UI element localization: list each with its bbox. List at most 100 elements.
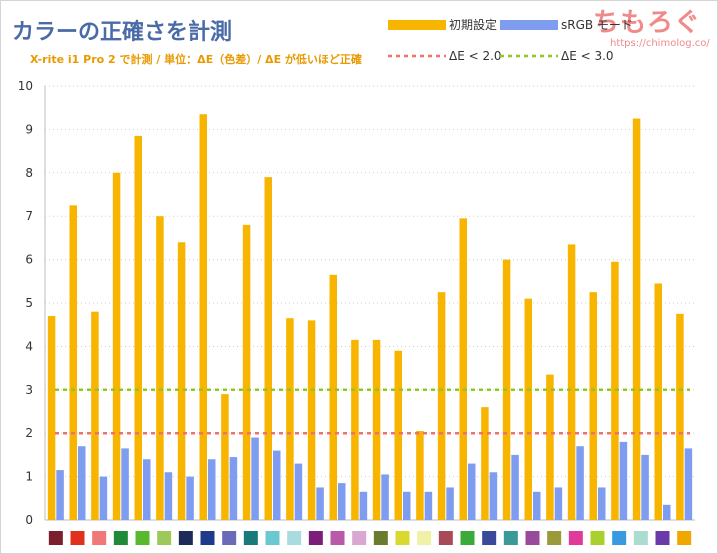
color-swatch: [503, 531, 518, 545]
page-subtitle: X-rite i1 Pro 2 で計測 / 単位：ΔE（色差）/ ΔE が低いほ…: [30, 53, 362, 66]
color-swatch: [395, 531, 410, 545]
color-swatch: [590, 531, 605, 545]
color-swatch: [178, 531, 193, 545]
bar-default: [589, 292, 597, 520]
color-swatch: [113, 531, 128, 545]
color-swatch: [243, 531, 258, 545]
bar-default: [69, 205, 77, 520]
bar-srgb: [316, 487, 324, 520]
color-swatch: [287, 531, 302, 545]
bar-srgb: [684, 448, 693, 520]
bar-srgb: [121, 448, 129, 520]
y-tick-label: 9: [25, 122, 33, 136]
bar-srgb: [598, 487, 606, 520]
bar-srgb: [403, 491, 411, 520]
color-swatch: [655, 531, 670, 545]
color-swatch: [633, 531, 648, 545]
bar-default: [47, 316, 56, 520]
color-swatch: [373, 531, 388, 545]
bar-default: [372, 339, 381, 520]
legend-swatch-srgb: [500, 20, 558, 30]
bar-default: [654, 283, 662, 520]
color-swatch: [547, 531, 562, 545]
bar-default: [567, 244, 576, 520]
bar-srgb: [533, 491, 541, 520]
bar-default: [177, 242, 186, 521]
legend-swatch-default: [388, 20, 446, 30]
brand-logo: ちもろぐ: [593, 8, 702, 38]
bar-srgb: [576, 446, 584, 520]
color-swatch: [70, 531, 85, 545]
legend-label-srgb: sRGB モード: [561, 18, 633, 32]
bar-srgb: [359, 491, 368, 520]
color-swatch: [222, 531, 237, 545]
color-swatch: [460, 531, 475, 545]
bar-srgb: [56, 470, 64, 520]
bar-srgb: [186, 476, 194, 520]
color-swatch: [200, 531, 215, 545]
bar-srgb: [489, 472, 498, 520]
bar-srgb: [619, 441, 628, 520]
color-swatch: [482, 531, 497, 545]
bar-srgb: [468, 463, 476, 520]
bar-default: [481, 407, 489, 520]
color-swatch: [157, 531, 172, 545]
bar-default: [264, 177, 272, 520]
color-swatch: [265, 531, 280, 545]
bar-srgb: [641, 454, 649, 520]
brand-url: https://chimolog.co/: [610, 38, 710, 49]
color-swatch: [352, 531, 367, 545]
bar-default: [329, 274, 337, 520]
color-swatch: [308, 531, 323, 545]
bar-srgb: [208, 459, 216, 520]
bar-default: [394, 350, 402, 520]
bar-default: [307, 320, 316, 520]
bar-default: [134, 135, 142, 520]
bar-srgb: [273, 450, 281, 520]
y-tick-label: 3: [25, 383, 33, 397]
y-tick-label: 8: [25, 166, 33, 180]
bar-srgb: [424, 491, 433, 520]
bar-default: [437, 292, 446, 520]
bar-default: [199, 114, 207, 521]
color-swatch: [438, 531, 453, 545]
bar-srgb: [99, 476, 108, 520]
page-title: カラーの正確さを計測: [12, 20, 233, 45]
bar-srgb: [251, 437, 259, 520]
bar-default: [546, 374, 554, 520]
color-swatch: [677, 531, 692, 545]
bar-srgb: [338, 483, 346, 520]
color-swatch: [135, 531, 150, 545]
bar-srgb: [554, 487, 563, 520]
legend-label-de2: ΔE < 2.0: [449, 49, 502, 63]
y-tick-label: 5: [25, 296, 33, 310]
color-swatch: [612, 531, 627, 545]
y-tick-label: 0: [25, 513, 33, 527]
y-tick-label: 10: [18, 79, 33, 93]
bar-srgb: [446, 487, 454, 520]
bar-default: [112, 172, 121, 521]
bar-srgb: [229, 457, 238, 520]
color-swatch: [330, 531, 345, 545]
bar-default: [611, 261, 619, 520]
bar-default: [286, 318, 294, 520]
bar-default: [416, 431, 424, 520]
color-swatch: [568, 531, 583, 545]
bar-srgb: [164, 472, 173, 520]
legend-label-default: 初期設定: [449, 17, 497, 32]
bar-default: [632, 118, 641, 521]
bar-default: [242, 224, 251, 520]
color-swatch: [92, 531, 107, 545]
bar-srgb: [381, 474, 389, 520]
legend-label-de3: ΔE < 3.0: [561, 49, 614, 63]
color-swatch: [525, 531, 540, 545]
y-tick-label: 2: [25, 426, 33, 440]
color-swatch: [48, 531, 63, 545]
y-tick-label: 7: [25, 209, 33, 223]
bar-default: [91, 311, 99, 520]
bar-default: [351, 339, 359, 520]
bar-default: [524, 298, 532, 520]
bar-default: [221, 394, 229, 520]
bar-srgb: [78, 446, 86, 520]
